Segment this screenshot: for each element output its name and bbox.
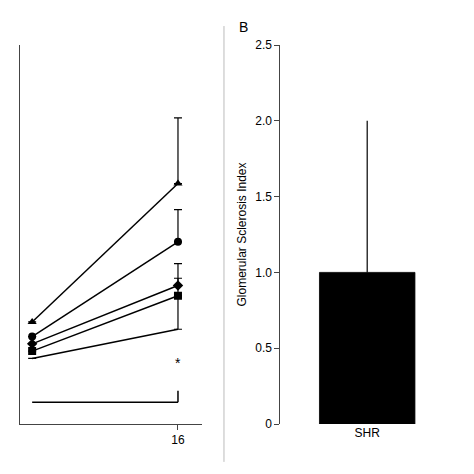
svg-text:0.5: 0.5 xyxy=(255,341,272,355)
svg-text:B: B xyxy=(239,19,248,35)
svg-text:1.5: 1.5 xyxy=(255,190,272,204)
svg-text:16: 16 xyxy=(171,433,185,447)
svg-text:2.5: 2.5 xyxy=(255,38,272,52)
svg-text:2.0: 2.0 xyxy=(255,114,272,128)
svg-text:0: 0 xyxy=(265,417,272,431)
svg-text:SHR: SHR xyxy=(355,426,381,440)
svg-text:1.0: 1.0 xyxy=(255,266,272,280)
svg-text:Glomerular Sclerosis Index: Glomerular Sclerosis Index xyxy=(235,162,249,306)
svg-text:*: * xyxy=(175,355,181,371)
